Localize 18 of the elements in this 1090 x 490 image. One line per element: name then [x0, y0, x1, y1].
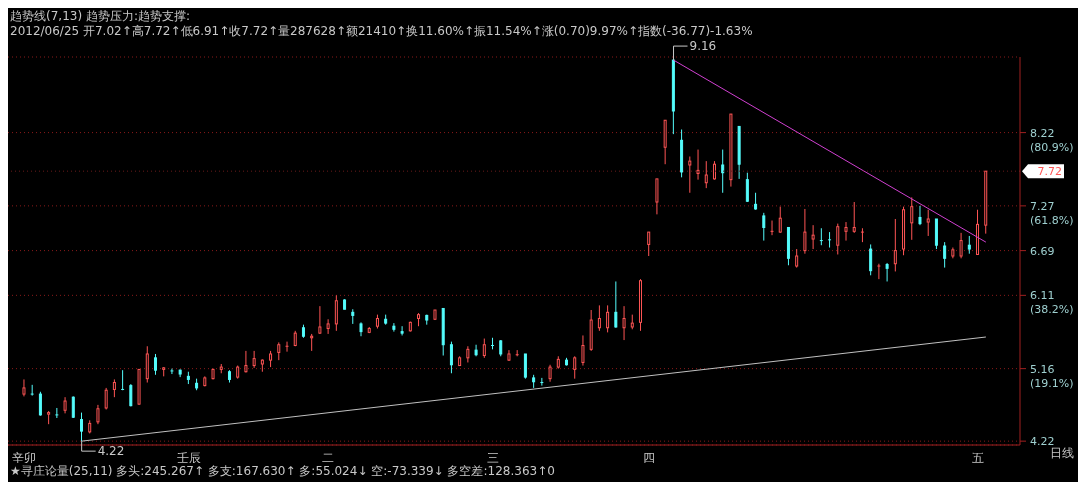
y-tick-label: 8.22 (80.9%) [1030, 126, 1074, 154]
text: 9.16 [689, 39, 717, 54]
x-tick-label: 三 [486, 450, 499, 465]
x-tick-label: 五 [971, 450, 984, 465]
x-tick-label: 壬辰 [176, 450, 201, 465]
x-tick-label: 四 [642, 450, 655, 465]
annotation: 4.22 [97, 444, 125, 459]
text: ★寻庄论量(25,11) 多头:245.267↑ 多支:167.630↑ 多:55.024↓ 空:-73.339↓ 多空差:128.363↑0 [10, 463, 556, 479]
y-tick-label: 7.27 (61.8%) [1030, 199, 1074, 227]
y-tick-label: 5.16 (19.1%) [1030, 362, 1074, 390]
text: 2012/06/25 开7.02↑高7.72↑低6.91↑收7.72↑量287628↑额21410↑换11.60%↑振11.54%↑涨(0.70)9.97%↑指数(-36.77)-1.63% [10, 24, 754, 39]
text: 趋势线(7,13) 趋势压力:趋势支撑: [10, 9, 191, 24]
ref-line-label: 7.72 [1037, 165, 1062, 179]
y-tick-label: 6.69 [1030, 244, 1055, 258]
y-tick-label: 6.11 (38.2%) [1030, 289, 1074, 317]
x-tick-label: 辛卯 [12, 450, 37, 465]
text: 日线 [1050, 445, 1074, 462]
x-tick-label: 二 [322, 450, 335, 465]
